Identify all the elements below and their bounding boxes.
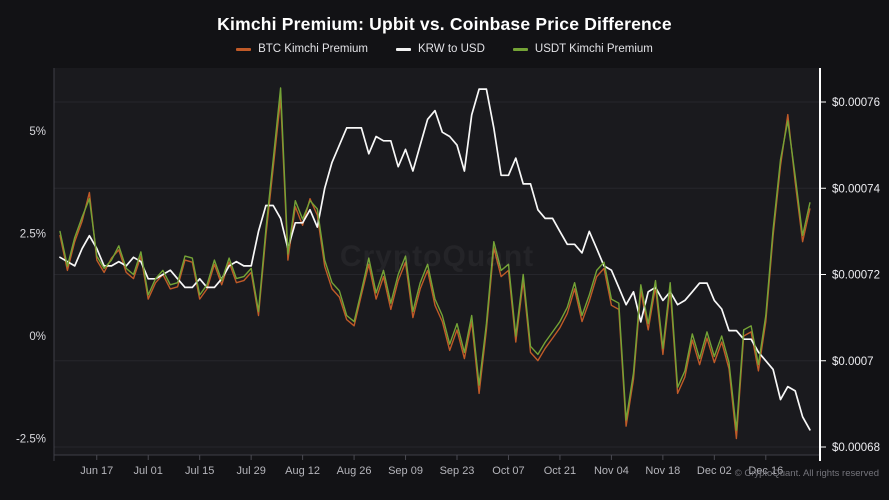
series-krw-to-usd-line xyxy=(59,88,811,431)
svg-text:$0.00068: $0.00068 xyxy=(832,442,880,454)
legend-item-usdt-kimchi-premium[interactable]: USDT Kimchi Premium xyxy=(512,43,653,55)
svg-text:Jul 15: Jul 15 xyxy=(185,465,214,477)
series-usdt-kimchi-premium-line xyxy=(59,87,811,431)
svg-text:Dec 16: Dec 16 xyxy=(748,465,783,477)
svg-text:Aug 12: Aug 12 xyxy=(285,465,320,477)
svg-text:Oct 07: Oct 07 xyxy=(492,465,524,477)
legend: BTC Kimchi Premium KRW to USD USDT Kimch… xyxy=(0,43,889,55)
svg-text:$0.00076: $0.00076 xyxy=(832,97,880,109)
legend-label: USDT Kimchi Premium xyxy=(534,43,653,55)
svg-text:$0.0007: $0.0007 xyxy=(832,356,874,368)
svg-text:Aug 26: Aug 26 xyxy=(337,465,372,477)
right-axis-labels: $0.00076 $0.00074 $0.00072 $0.0007 $0.00068 xyxy=(820,97,881,454)
x-axis-labels: Jun 17 Jul 01 Jul 15 Jul 29 Aug 12 Aug 26 Sep … xyxy=(80,455,783,477)
svg-text:Nov 18: Nov 18 xyxy=(645,465,680,477)
svg-text:$0.00072: $0.00072 xyxy=(832,270,880,282)
svg-text:Sep 09: Sep 09 xyxy=(388,465,423,477)
svg-text:5%: 5% xyxy=(29,126,46,138)
svg-text:-2.5%: -2.5% xyxy=(16,434,46,446)
svg-text:Oct 21: Oct 21 xyxy=(544,465,576,477)
chart-title: Kimchi Premium: Upbit vs. Coinbase Price… xyxy=(217,14,672,34)
svg-text:Jul 29: Jul 29 xyxy=(236,465,265,477)
svg-text:$0.00074: $0.00074 xyxy=(832,183,881,195)
svg-text:Nov 04: Nov 04 xyxy=(594,465,629,477)
svg-text:Jul 01: Jul 01 xyxy=(134,465,163,477)
svg-text:Dec 02: Dec 02 xyxy=(697,465,732,477)
legend-label: BTC Kimchi Premium xyxy=(258,43,368,55)
legend-swatch-btc-icon xyxy=(236,47,252,51)
svg-text:2.5%: 2.5% xyxy=(20,229,46,241)
left-axis-labels: 5% 2.5% 0% -2.5% xyxy=(16,126,46,446)
series-btc-kimchi-premium-line xyxy=(59,97,811,440)
svg-text:Sep 23: Sep 23 xyxy=(440,465,475,477)
legend-swatch-krw-icon xyxy=(396,47,411,51)
legend-swatch-usdt-icon xyxy=(512,47,528,51)
legend-item-krw-to-usd[interactable]: KRW to USD xyxy=(396,43,485,55)
copyright-notice: © CryptoQuant. All rights reserved xyxy=(734,468,879,479)
legend-item-btc-kimchi-premium[interactable]: BTC Kimchi Premium xyxy=(236,43,368,55)
svg-text:Jun 17: Jun 17 xyxy=(80,465,113,477)
legend-label: KRW to USD xyxy=(418,43,485,55)
plot-background xyxy=(54,68,820,455)
svg-text:0%: 0% xyxy=(29,331,46,343)
